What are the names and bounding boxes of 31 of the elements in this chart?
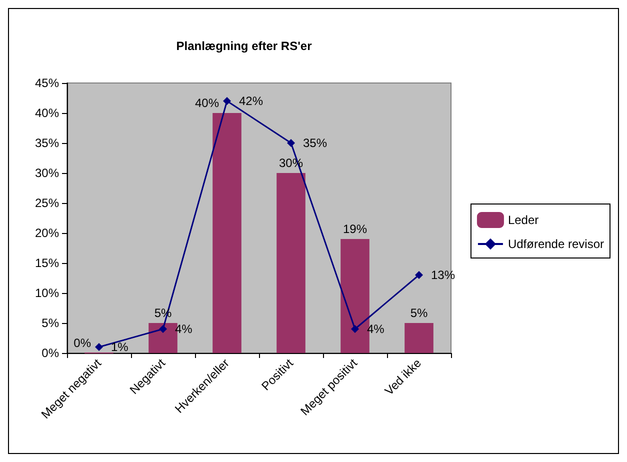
data-label: 0%	[74, 336, 92, 350]
y-tick-label: 40%	[34, 106, 60, 120]
point	[159, 325, 167, 333]
y-tick-label: 20%	[34, 226, 60, 240]
y-tick-label: 30%	[34, 166, 60, 180]
y-tick-label: 35%	[34, 136, 60, 150]
point	[223, 97, 231, 105]
point	[415, 271, 423, 279]
data-label: 40%	[194, 96, 220, 110]
data-label: 42%	[239, 94, 264, 108]
bar	[276, 173, 306, 353]
point	[95, 343, 103, 351]
chart-title: Planlægning efter RS'er	[176, 39, 312, 53]
bar	[212, 113, 242, 353]
y-tick-label: 15%	[34, 256, 60, 270]
data-label: 5%	[410, 306, 428, 320]
x-tick-label: Ved ikke	[382, 356, 424, 398]
y-tick-label: 45%	[34, 76, 60, 90]
data-label: 13%	[431, 268, 456, 282]
y-tick-label: 10%	[34, 286, 60, 300]
y-tick-label: 5%	[42, 316, 60, 330]
legend-label: Udførende revisor	[508, 237, 604, 251]
y-tick-label: 0%	[42, 346, 60, 360]
bar	[404, 323, 434, 353]
legend-label: Leder	[508, 213, 539, 227]
data-label: 1%	[111, 340, 129, 354]
point	[287, 139, 295, 147]
data-label: 35%	[303, 136, 328, 150]
data-label: 19%	[342, 222, 368, 236]
point	[351, 325, 359, 333]
y-tick-label: 25%	[34, 196, 60, 210]
